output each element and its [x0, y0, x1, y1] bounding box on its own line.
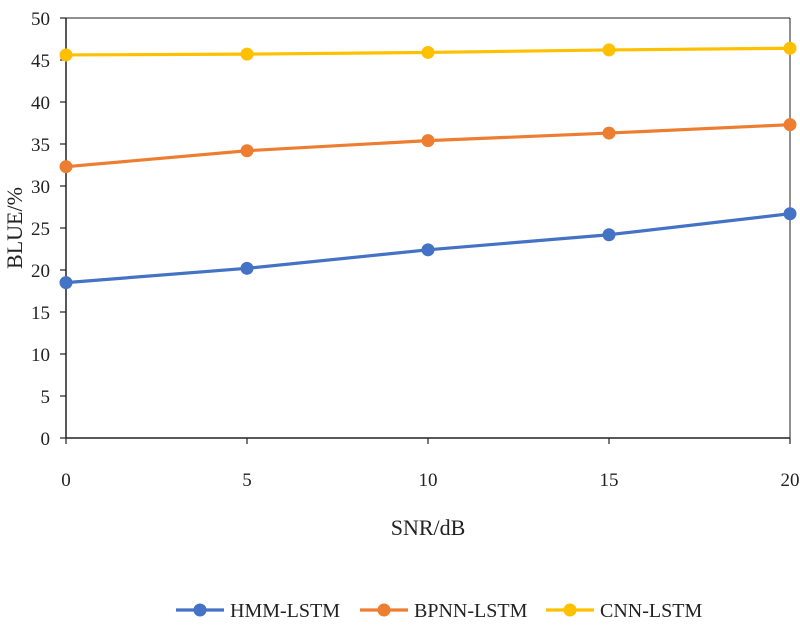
y-tick-label: 45	[31, 51, 50, 72]
legend-label: CNN-LSTM	[600, 600, 702, 622]
legend: HMM-LSTM BPNN-LSTM CNN-LSTM	[176, 600, 702, 622]
y-tick-label: 5	[41, 387, 51, 408]
series-layer	[59, 41, 797, 290]
y-tick-label: 40	[31, 93, 50, 114]
data-point	[59, 276, 73, 290]
y-tick-label: 25	[31, 219, 50, 240]
legend-item: BPNN-LSTM	[360, 600, 528, 622]
y-tick-label: 50	[31, 9, 50, 30]
data-point	[421, 243, 435, 257]
x-tick-label: 0	[61, 470, 71, 491]
y-axis-title: BLUE/%	[2, 187, 27, 269]
y-tick-label: 0	[41, 429, 51, 450]
legend-item: CNN-LSTM	[546, 600, 702, 622]
data-point	[783, 207, 797, 221]
data-point	[783, 118, 797, 132]
plot-area: 0 5 10 15 20 25 30 35 40 45 50 0 5 10 15 20	[31, 9, 800, 491]
series-cnn-lstm	[59, 41, 797, 62]
y-tick-label: 10	[31, 345, 50, 366]
data-point	[602, 126, 616, 140]
y-tick-label: 15	[31, 303, 50, 324]
y-axis-ticks: 0 5 10 15 20 25 30 35 40 45 50	[31, 9, 66, 450]
data-point	[783, 41, 797, 55]
legend-swatch-marker	[377, 603, 391, 617]
legend-item: HMM-LSTM	[176, 600, 340, 622]
x-tick-label: 20	[781, 470, 800, 491]
data-point	[602, 43, 616, 57]
data-point	[240, 47, 254, 61]
x-tick-label: 5	[242, 470, 252, 491]
data-point	[240, 261, 254, 275]
data-point	[602, 228, 616, 242]
x-tick-label: 15	[600, 470, 619, 491]
y-tick-label: 35	[31, 135, 50, 156]
series-bpnn-lstm	[59, 118, 797, 174]
legend-label: HMM-LSTM	[230, 600, 340, 622]
data-point	[59, 160, 73, 174]
y-tick-label: 30	[31, 177, 50, 198]
data-point	[240, 144, 254, 158]
legend-swatch-marker	[193, 603, 207, 617]
x-axis-title: SNR/dB	[391, 515, 466, 540]
legend-swatch-marker	[563, 603, 577, 617]
legend-label: BPNN-LSTM	[414, 600, 528, 622]
x-tick-label: 10	[419, 470, 438, 491]
y-tick-label: 20	[31, 261, 50, 282]
data-point	[59, 48, 73, 62]
series-hmm-lstm	[59, 207, 797, 290]
x-axis-ticks: 0 5 10 15 20	[61, 438, 800, 491]
data-point	[421, 45, 435, 59]
data-point	[421, 134, 435, 148]
